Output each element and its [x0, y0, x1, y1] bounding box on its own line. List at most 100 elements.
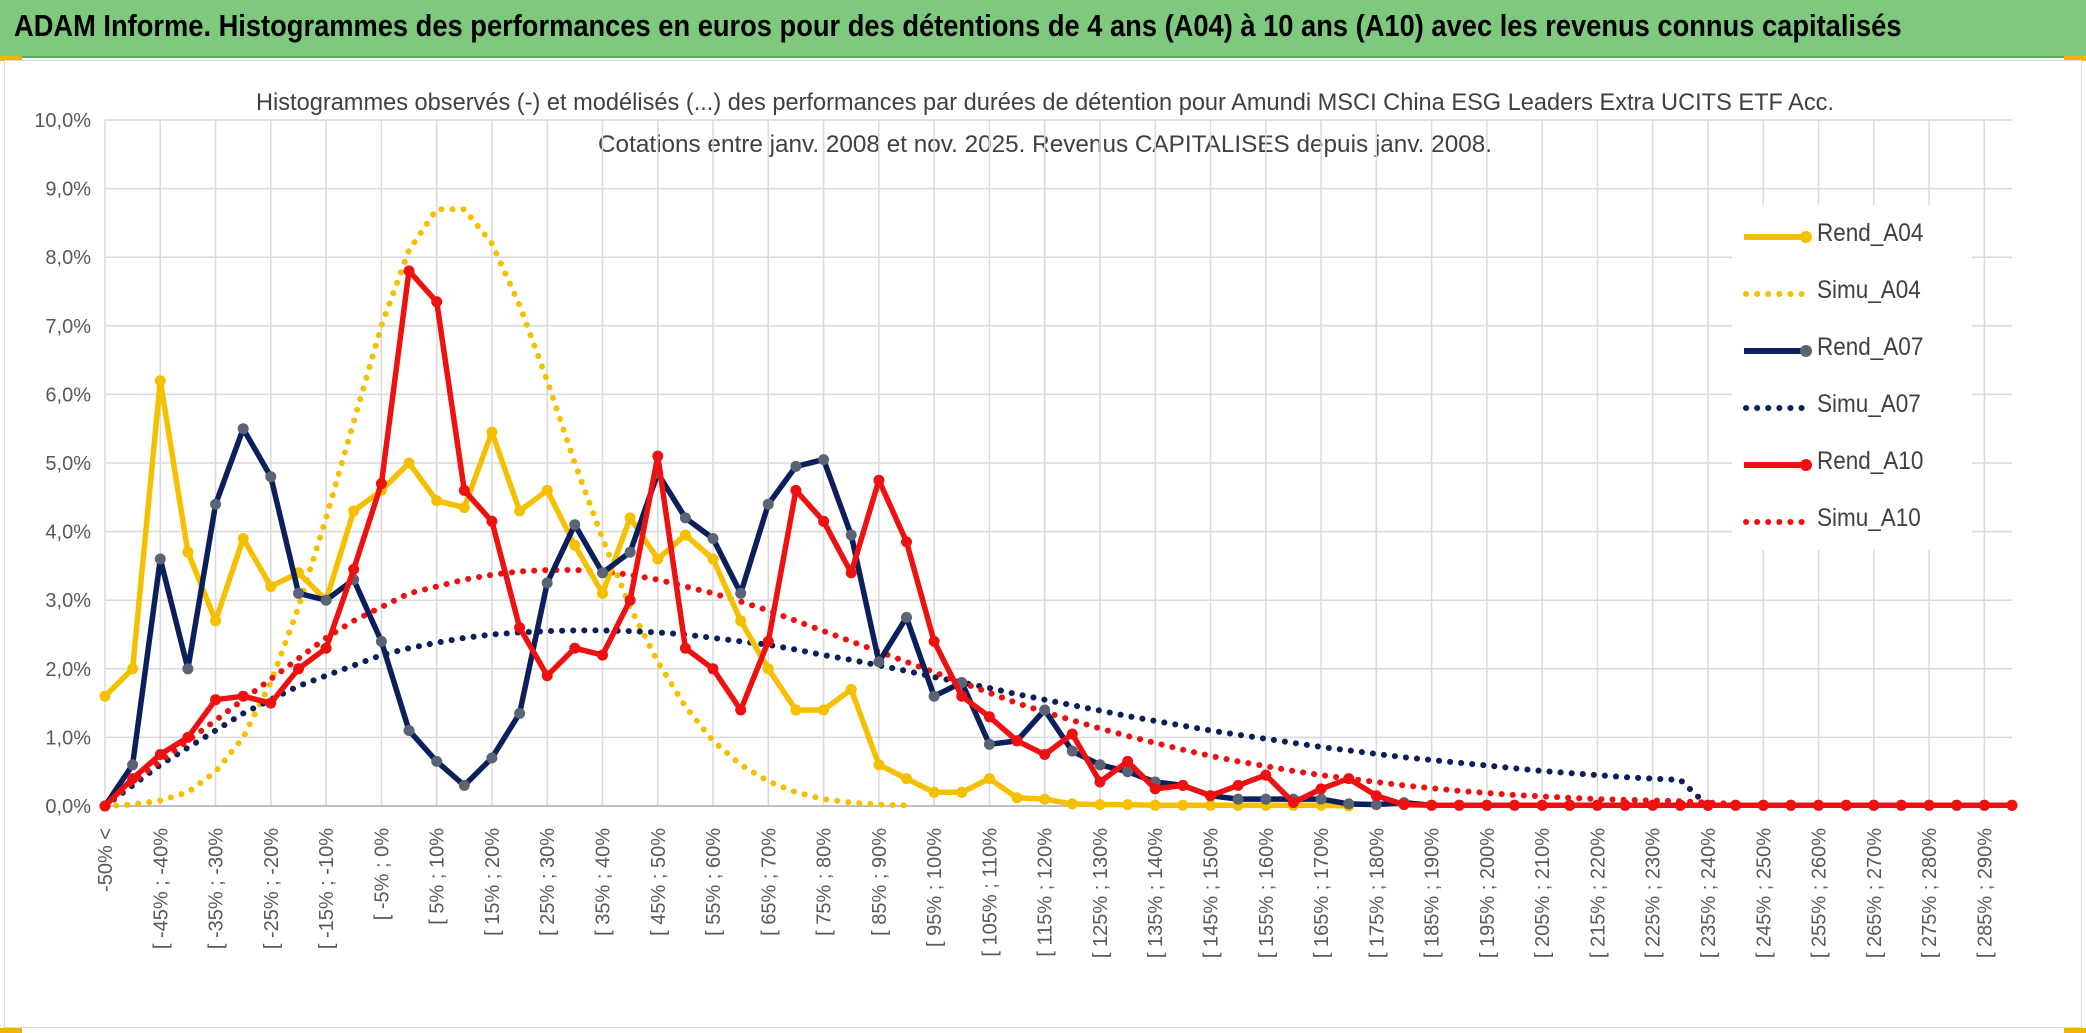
data-point-rend-a07	[790, 460, 802, 472]
data-point-rend-a10	[1702, 799, 1714, 811]
data-point-rend-a10	[1370, 790, 1382, 802]
data-point-rend-a10	[1647, 799, 1659, 811]
data-point-rend-a04	[1149, 799, 1161, 811]
data-point-rend-a10	[1205, 790, 1216, 802]
data-point-rend-a07	[1343, 798, 1355, 810]
legend-label: Simu_A10	[1817, 504, 1921, 532]
legend-swatch-simu-a10	[1743, 519, 1813, 525]
y-tick-label: 0,0%	[45, 796, 91, 818]
x-tick-label: [ 45% ; 50%	[648, 828, 670, 936]
data-point-rend-a07	[624, 546, 636, 558]
data-point-rend-a04	[127, 663, 139, 675]
legend-item-rend-a07[interactable]: Rend_A07	[1742, 329, 1972, 369]
legend-item-rend-a04[interactable]: Rend_A04	[1742, 215, 1972, 255]
data-point-rend-a10	[901, 536, 912, 548]
data-point-rend-a04	[679, 529, 691, 541]
legend-label: Simu_A07	[1817, 390, 1921, 418]
data-point-rend-a04	[790, 704, 802, 716]
data-point-rend-a07	[569, 519, 581, 531]
x-tick-label: [ -15% ; -10%	[316, 828, 338, 949]
data-point-rend-a10	[1674, 799, 1686, 811]
data-point-rend-a04	[1205, 799, 1216, 811]
data-point-rend-a04	[901, 773, 912, 785]
data-point-rend-a10	[1066, 728, 1078, 740]
data-point-rend-a04	[237, 533, 249, 544]
y-tick-label: 8,0%	[45, 247, 91, 269]
y-tick-label: 7,0%	[45, 316, 91, 338]
legend-item-simu-a04[interactable]: Simu_A04	[1742, 272, 1972, 312]
data-point-rend-a07	[1260, 793, 1272, 805]
data-point-rend-a07	[1066, 745, 1078, 757]
data-point-rend-a04	[265, 581, 277, 592]
data-point-rend-a10	[1177, 779, 1189, 791]
x-tick-label: [ 255% ; 260%	[1809, 828, 1831, 958]
data-point-rend-a07	[707, 533, 719, 544]
legend-swatch-rend-a10	[1744, 459, 1812, 471]
data-point-rend-a10	[845, 567, 857, 579]
data-point-rend-a10	[983, 711, 995, 723]
data-point-rend-a07	[983, 738, 995, 750]
data-point-rend-a04	[762, 663, 774, 675]
legend-item-simu-a10[interactable]: Simu_A10	[1742, 500, 1972, 540]
data-point-rend-a10	[1840, 799, 1852, 811]
data-point-rend-a10	[182, 731, 194, 743]
data-point-rend-a10	[1426, 799, 1438, 811]
data-point-rend-a10	[2006, 799, 2018, 811]
x-tick-label: [ 155% ; 160%	[1256, 828, 1278, 958]
data-point-rend-a04	[873, 759, 885, 771]
data-point-rend-a07	[458, 779, 470, 791]
series-layer	[99, 206, 2018, 812]
data-point-rend-a04	[983, 773, 995, 785]
data-point-rend-a10	[1315, 783, 1327, 795]
legend-item-simu-a07[interactable]: Simu_A07	[1742, 386, 1972, 426]
data-point-rend-a04	[348, 505, 360, 517]
y-tick-label: 2,0%	[45, 659, 91, 681]
x-tick-label: [ 165% ; 170%	[1311, 828, 1333, 958]
data-point-rend-a04	[182, 546, 194, 558]
data-point-rend-a10	[1287, 797, 1299, 809]
data-point-rend-a10	[375, 478, 387, 490]
data-point-rend-a10	[1039, 749, 1051, 760]
x-tick-label: [ 55% ; 60%	[703, 828, 725, 936]
data-point-rend-a04	[486, 426, 498, 438]
data-point-rend-a07	[901, 611, 912, 623]
data-point-rend-a04	[624, 512, 636, 524]
data-point-rend-a04	[541, 484, 553, 496]
data-point-rend-a10	[928, 635, 940, 647]
data-point-rend-a10	[403, 265, 415, 277]
data-point-rend-a04	[1094, 799, 1106, 811]
data-point-rend-a10	[1149, 783, 1161, 795]
y-tick-label: 1,0%	[45, 727, 91, 749]
data-point-rend-a10	[486, 515, 498, 527]
series-line-rend-a07	[102, 425, 2015, 809]
y-axis: 0,0% 1,0% 2,0% 3,0% 4,0% 5,0% 6,0% 7,0% 8,0% 9,0%…	[34, 110, 91, 818]
data-point-rend-a10	[1343, 773, 1355, 785]
data-point-rend-a10	[735, 704, 747, 716]
data-point-rend-a07	[431, 755, 443, 767]
x-tick-label: [ 175% ; 180%	[1366, 828, 1388, 958]
data-point-rend-a04	[1011, 792, 1023, 804]
x-tick-label: [ 275% ; 280%	[1919, 828, 1941, 958]
data-point-rend-a10	[1951, 799, 1963, 811]
data-point-rend-a10	[652, 450, 664, 462]
data-point-rend-a10	[1868, 799, 1880, 811]
data-point-rend-a10	[762, 635, 774, 647]
y-tick-label: 4,0%	[45, 522, 91, 544]
x-tick-label: [ 195% ; 200%	[1477, 828, 1499, 958]
series-line-rend-a10	[102, 268, 2015, 809]
corner-accent-right	[2064, 56, 2086, 61]
data-point-rend-a07	[1370, 799, 1382, 811]
corner-accent-left	[0, 56, 22, 61]
data-point-rend-a07	[679, 512, 691, 524]
x-tick-label: [ -45% ; -40%	[150, 828, 172, 949]
data-point-rend-a10	[707, 663, 719, 675]
data-point-rend-a10	[569, 642, 581, 654]
data-point-rend-a10	[1481, 799, 1493, 811]
data-point-rend-a10	[624, 594, 636, 606]
data-point-rend-a10	[431, 296, 443, 308]
data-point-rend-a10	[597, 649, 608, 661]
data-point-rend-a10	[1591, 799, 1603, 811]
data-point-rend-a04	[735, 615, 747, 627]
legend-item-rend-a10[interactable]: Rend_A10	[1742, 443, 1972, 483]
